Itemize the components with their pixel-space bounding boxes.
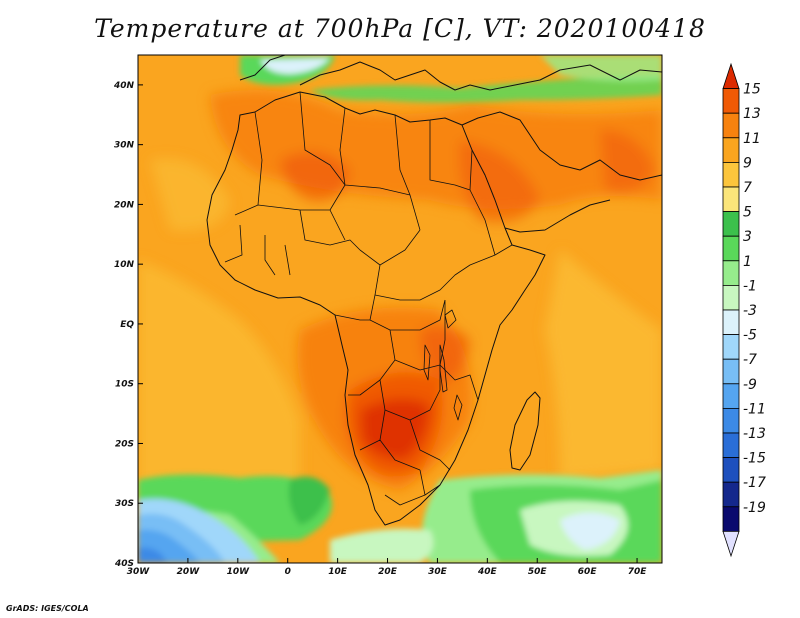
lat-tick-label: 20S [115, 439, 134, 449]
lon-tick-label: 40E [477, 567, 498, 577]
coastlines-borders [206, 55, 662, 526]
colorbar-swatch [722, 260, 740, 286]
colorbar-swatch [722, 457, 740, 483]
madagascar-coastline [509, 391, 541, 471]
colorbar-swatch [722, 481, 740, 508]
lat-tick-label: 40N [113, 81, 135, 91]
colorbar-swatch [722, 407, 740, 434]
colorbar-label: 3 [743, 229, 752, 245]
colorbar-label: 9 [743, 155, 752, 171]
colorbar-swatch [722, 309, 740, 336]
plot-frame [137, 54, 663, 564]
colorbar-label: 7 [743, 180, 752, 196]
lat-tick-label: 30N [114, 141, 135, 151]
lon-tick-label: 20E [378, 567, 398, 577]
africa-coastline [206, 91, 546, 526]
colorbar-label: -13 [743, 426, 766, 442]
colorbar-label: -7 [743, 352, 757, 368]
colorbar-label: 13 [743, 106, 761, 122]
colorbar-swatch [722, 211, 740, 237]
colorbar-swatch [722, 506, 740, 532]
lon-tick-label: 30E [428, 567, 448, 577]
lon-tick-label: 10E [328, 567, 348, 577]
colorbar-label: -19 [743, 500, 766, 516]
lon-tick-label: 0 [285, 567, 291, 577]
temperature-field [138, 55, 662, 563]
country-borders [224, 91, 513, 506]
colorbar-label: 11 [743, 131, 761, 147]
lat-tick-label: EQ [120, 320, 134, 330]
colorbar-swatch [722, 334, 740, 360]
colorbar-swatch [722, 432, 740, 459]
colorbar-swatch [722, 161, 740, 188]
grads-credit: GrADS: IGES/COLA [6, 604, 89, 613]
lat-tick-label: 10N [114, 260, 135, 270]
lon-tick-label: 70E [628, 567, 648, 577]
colorbar-label: -15 [743, 451, 766, 467]
colorbar-swatch [722, 358, 740, 385]
colorbar-swatch [722, 284, 740, 311]
colorbar: 15 13 11 9 7 5 3 1 -1 -3 -5 -7 -9 -11 -13 -15 -17 -19 [722, 62, 766, 558]
lakes [423, 309, 463, 421]
colorbar-swatch [722, 186, 740, 213]
lat-tick-label: 20N [114, 200, 135, 210]
colorbar-label: 15 [743, 82, 761, 98]
colorbar-label: -9 [743, 377, 757, 393]
colorbar-swatch [722, 383, 740, 409]
lon-tick-label: 60E [578, 567, 598, 577]
colorbar-label: -3 [743, 303, 757, 319]
colorbar-label: -17 [743, 475, 766, 491]
lat-tick-label: 30S [115, 499, 134, 509]
colorbar-label: 5 [743, 205, 752, 221]
arabian-peninsula-coastline [461, 111, 662, 233]
colorbar-swatch [722, 88, 740, 114]
axis-ticks: 30W 20W 10W 0 10E 20E 30E 40E 50E 60E 70E 40N 30N 20N… [113, 81, 647, 577]
lat-tick-label: 40S [114, 559, 134, 569]
lon-tick-label: 50E [528, 567, 548, 577]
colorbar-label: -1 [743, 278, 757, 294]
europe-coastline [239, 55, 662, 91]
lon-tick-label: 10W [227, 567, 251, 577]
colorbar-swatch [722, 137, 740, 163]
colorbar-swatch [722, 235, 740, 262]
lon-tick-label: 30W [127, 567, 151, 577]
colorbar-swatch [722, 531, 740, 558]
colorbar-label: -11 [743, 401, 766, 417]
chart-title: Temperature at 700hPa [C], VT: 202010041… [94, 14, 706, 43]
lon-tick-label: 20W [177, 567, 201, 577]
colorbar-label: -5 [743, 328, 757, 344]
colorbar-swatch [722, 62, 740, 89]
colorbar-swatch [722, 112, 740, 139]
colorbar-label: 1 [743, 254, 752, 270]
lat-tick-label: 10S [115, 380, 134, 390]
